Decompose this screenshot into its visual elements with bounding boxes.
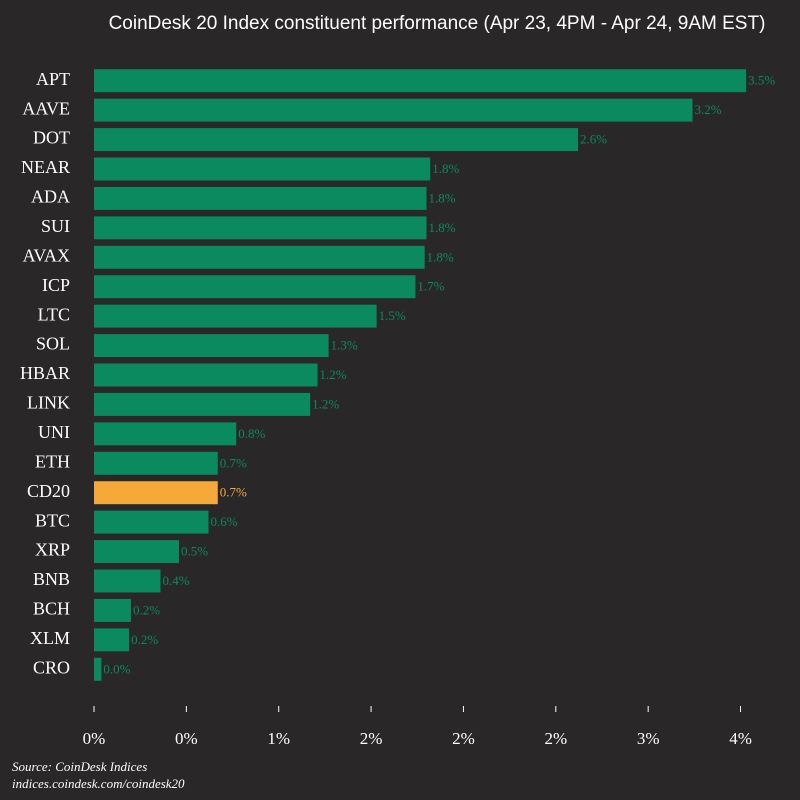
bar [94, 657, 102, 681]
bar [94, 510, 209, 534]
x-tick-label: 0% [83, 729, 106, 748]
y-tick-label: CD20 [27, 481, 70, 501]
bar [94, 69, 747, 93]
y-tick-label: DOT [33, 128, 70, 148]
y-tick-label: AAVE [22, 98, 70, 118]
value-label: 2.6% [580, 132, 607, 147]
x-tick-label: 2% [544, 729, 567, 748]
value-label: 1.8% [429, 220, 456, 235]
y-tick-label: AVAX [23, 245, 70, 265]
chart-title: CoinDesk 20 Index constituent performanc… [109, 13, 766, 34]
bar [94, 186, 427, 210]
value-label: 1.3% [331, 338, 358, 353]
bar [94, 540, 179, 564]
x-tick-label: 2% [452, 729, 475, 748]
bar [94, 334, 329, 358]
y-tick-label: SUI [41, 216, 70, 236]
value-label: 0.2% [133, 602, 160, 617]
x-tick-label: 0% [175, 729, 198, 748]
y-tick-label: ADA [31, 187, 70, 207]
value-label: 3.2% [695, 102, 722, 117]
y-tick-label: APT [36, 69, 70, 89]
y-tick-label: BCH [33, 599, 70, 619]
bar [94, 422, 237, 446]
value-label: 0.0% [103, 661, 130, 676]
bar [94, 363, 318, 387]
value-label: 1.8% [429, 190, 456, 205]
bar [94, 451, 218, 475]
bar [94, 245, 425, 269]
y-tick-label: LTC [38, 304, 70, 324]
value-label: 1.8% [427, 249, 454, 264]
y-tick-label: ETH [35, 451, 70, 471]
value-label: 1.2% [312, 396, 339, 411]
y-tick-label: XLM [30, 628, 70, 648]
value-label: 3.5% [748, 73, 775, 88]
bar [94, 275, 416, 299]
value-label: 0.2% [131, 632, 158, 647]
bar [94, 481, 218, 505]
x-tick-label: 2% [360, 729, 383, 748]
bar [94, 98, 693, 122]
bar [94, 304, 377, 328]
value-label: 1.7% [417, 279, 444, 294]
bar [94, 598, 131, 622]
x-tick-label: 3% [637, 729, 660, 748]
value-label: 0.5% [181, 544, 208, 559]
y-tick-label: XRP [35, 540, 70, 560]
value-label: 1.2% [320, 367, 347, 382]
value-label: 0.6% [211, 514, 238, 529]
y-tick-label: BNB [33, 569, 70, 589]
value-label: 1.8% [432, 161, 459, 176]
source-url: indices.coindesk.com/coindesk20 [12, 776, 185, 791]
bar [94, 128, 578, 152]
x-tick-label: 1% [267, 729, 290, 748]
value-label: 1.5% [379, 308, 406, 323]
y-tick-label: BTC [35, 510, 70, 530]
y-tick-label: UNI [38, 422, 70, 442]
value-label: 0.4% [163, 573, 190, 588]
y-tick-label: ICP [42, 275, 70, 295]
y-tick-label: HBAR [20, 363, 70, 383]
y-tick-label: LINK [27, 393, 70, 413]
bar [94, 569, 161, 593]
y-tick-label: CRO [33, 657, 70, 677]
y-tick-label: SOL [36, 334, 70, 354]
bar [94, 392, 311, 416]
value-label: 0.7% [220, 485, 247, 500]
source: Source: CoinDesk Indices [12, 759, 147, 774]
value-label: 0.7% [220, 455, 247, 470]
x-tick-label: 4% [729, 729, 752, 748]
bar [94, 157, 431, 181]
bar [94, 216, 427, 240]
value-label: 0.8% [238, 426, 265, 441]
bar [94, 628, 130, 652]
y-tick-label: NEAR [21, 157, 70, 177]
